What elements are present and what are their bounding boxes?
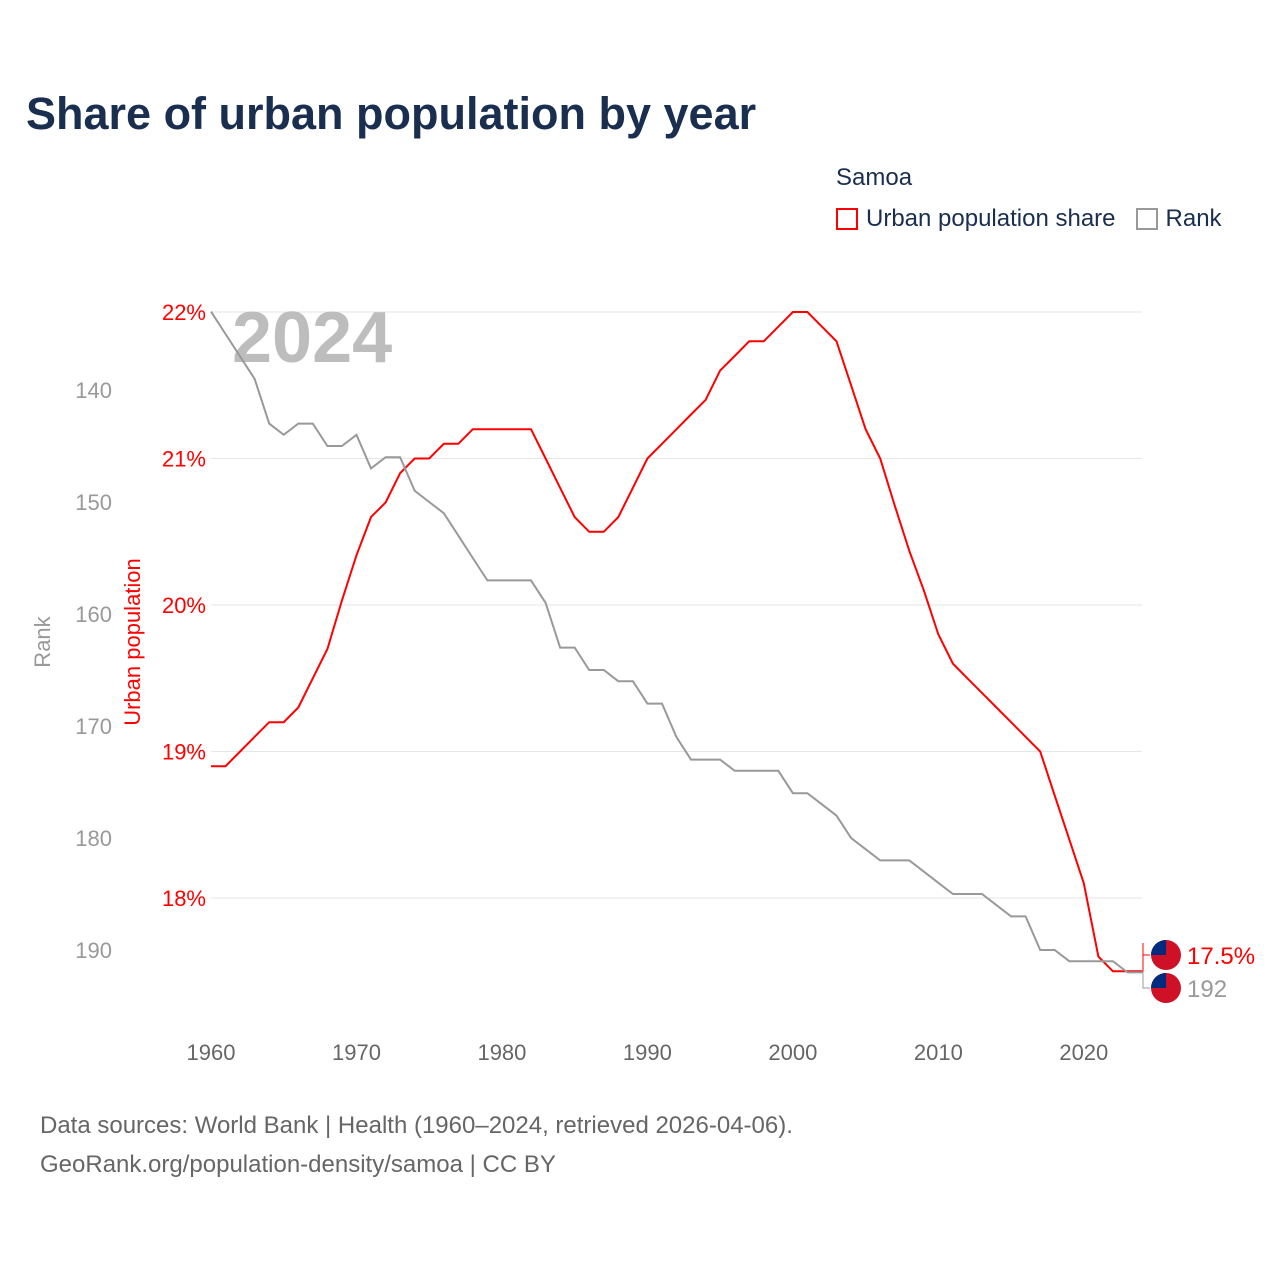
x-tick-label: 1960: [187, 1040, 236, 1065]
legend-item-urban-share[interactable]: Urban population share: [836, 205, 1116, 233]
footer-link[interactable]: GeoRank.org/population-density/samoa | C…: [40, 1151, 556, 1178]
share-tick-label: 22%: [162, 300, 206, 325]
year-watermark: 2024: [232, 298, 392, 378]
legend-swatch-rank: [1135, 208, 1158, 230]
share-tick-label: 20%: [162, 593, 206, 618]
legend-label-rank: Rank: [1165, 205, 1222, 232]
footer: Data sources: World Bank | Health (1960–…: [40, 1106, 793, 1184]
x-tick-label: 1980: [477, 1040, 526, 1065]
end-connector: [1142, 943, 1150, 972]
share-tick-label: 19%: [162, 740, 206, 765]
legend: Urban population share Rank: [836, 205, 1234, 233]
rank-tick-label: 170: [75, 714, 112, 739]
legend-item-rank[interactable]: Rank: [1135, 205, 1222, 233]
x-tick-label: 2000: [768, 1040, 817, 1065]
rank-tick-label: 180: [75, 826, 112, 851]
legend-swatch-urban-share: [836, 208, 858, 230]
urban-share-line: [211, 311, 1142, 973]
share-tick-label: 21%: [162, 447, 206, 472]
samoa-flag-canton: [1151, 940, 1166, 955]
x-tick-label: 2020: [1059, 1040, 1108, 1065]
rank-tick-label: 140: [75, 378, 112, 403]
rank-end-label: 192: [1187, 976, 1227, 1003]
x-tick-label: 2010: [914, 1040, 963, 1065]
rank-tick-label: 190: [75, 938, 112, 963]
x-tick-label: 1990: [623, 1040, 672, 1065]
share-end-label: 17.5%: [1187, 943, 1255, 970]
rank-line: [210, 311, 1142, 974]
share-axis-label: Urban population: [120, 558, 145, 726]
x-tick-label: 1970: [332, 1040, 381, 1065]
end-connector: [1142, 971, 1150, 989]
samoa-flag-canton: [1151, 973, 1166, 988]
legend-title: Samoa: [836, 164, 913, 191]
chart-title: Share of urban population by year: [26, 88, 757, 139]
rank-tick-label: 160: [75, 602, 112, 627]
footer-sources: Data sources: World Bank | Health (1960–…: [40, 1112, 793, 1139]
rank-tick-label: 150: [75, 490, 112, 515]
rank-axis-label: Rank: [30, 615, 55, 667]
legend-label-urban-share: Urban population share: [866, 205, 1116, 232]
share-tick-label: 18%: [162, 886, 206, 911]
